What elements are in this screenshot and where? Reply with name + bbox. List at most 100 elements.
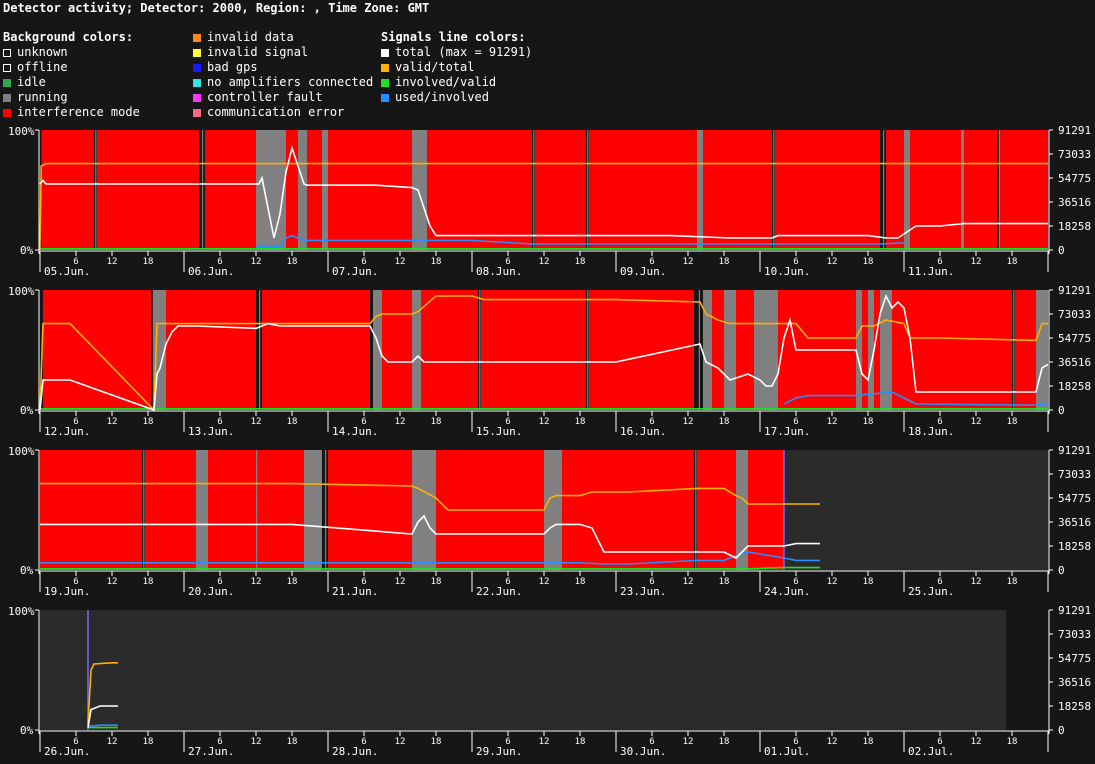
state-segment-running	[304, 450, 322, 570]
x-hour-label: 18	[575, 257, 586, 267]
state-segment-interference	[328, 450, 412, 570]
legend-swatch	[193, 48, 201, 57]
x-hour-label: 12	[395, 257, 406, 267]
x-hour-label: 6	[217, 737, 222, 747]
legend-label: used/involved	[395, 90, 489, 104]
x-hour-label: 18	[863, 577, 874, 587]
state-stripe	[773, 130, 775, 250]
state-stripe	[325, 450, 327, 570]
line-used-involved	[87, 724, 118, 728]
x-hour-label: 6	[649, 737, 654, 747]
state-segment-running	[412, 290, 421, 410]
line-valid-total	[39, 295, 1048, 412]
state-stripe	[256, 450, 258, 570]
x-hour-label: 6	[793, 257, 798, 267]
x-hour-label: 6	[505, 737, 510, 747]
state-segment-interference	[145, 450, 196, 570]
state-segment-interference	[748, 450, 784, 570]
x-hour-label: 12	[107, 577, 118, 587]
x-hour-label: 12	[107, 257, 118, 267]
state-stripe	[883, 130, 885, 250]
legend-label: idle	[17, 75, 46, 89]
legend-signal-colors: Signals line colors: total (max = 91291)…	[381, 30, 532, 105]
state-segment-empty	[784, 450, 1048, 570]
legend-swatch	[3, 63, 11, 72]
legend-label: running	[17, 90, 68, 104]
legend-label: communication error	[207, 105, 345, 119]
x-hour-label: 18	[719, 737, 730, 747]
state-segment-interference	[697, 450, 736, 570]
state-segment-interference	[712, 290, 724, 410]
state-segment-interference	[427, 130, 532, 250]
x-hour-label: 12	[251, 257, 262, 267]
x-hour-label: 18	[1007, 737, 1018, 747]
legend-label: invalid data	[207, 30, 294, 44]
legend-label: controller fault	[207, 90, 323, 104]
x-hour-label: 18	[143, 737, 154, 747]
state-segment-running	[412, 130, 427, 250]
legend-item-signal: valid/total	[381, 60, 532, 75]
state-segment-running	[196, 450, 208, 570]
state-segment-interference	[589, 130, 697, 250]
x-day-label: 02.Jul.	[908, 745, 954, 758]
legend-item-background: no amplifiers connected	[193, 75, 373, 90]
line-total	[39, 293, 1049, 412]
legend-swatch	[3, 93, 11, 102]
x-hour-label: 12	[539, 577, 550, 587]
x-day-label: 16.Jun.	[620, 425, 666, 438]
y-label-0: 0%	[20, 404, 34, 417]
x-hour-label: 12	[539, 257, 550, 267]
line-used-involved	[256, 234, 905, 248]
x-hour-label: 12	[251, 737, 262, 747]
x-day-label: 07.Jun.	[332, 265, 378, 278]
y-right-label: 0	[1058, 404, 1065, 417]
x-hour-label: 6	[649, 577, 654, 587]
line-used-involved	[783, 391, 1049, 407]
x-hour-label: 6	[649, 257, 654, 267]
page-title: Detector activity; Detector: 2000, Regio…	[3, 1, 430, 15]
state-segment-interference	[886, 130, 904, 250]
state-segment-interference	[421, 290, 478, 410]
y-right-label: 54775	[1058, 492, 1091, 505]
y-label-0: 0%	[20, 244, 34, 257]
y-right-label: 73033	[1058, 148, 1091, 161]
x-hour-label: 12	[827, 737, 838, 747]
state-segment-interference	[736, 290, 754, 410]
state-segment-interference	[205, 130, 256, 250]
x-hour-label: 12	[107, 737, 118, 747]
state-segment-interference	[862, 290, 868, 410]
state-segment-empty	[40, 610, 1006, 730]
y-right-label: 91291	[1058, 284, 1091, 297]
y-right-label: 73033	[1058, 308, 1091, 321]
x-day-label: 21.Jun.	[332, 585, 378, 598]
state-segment-interference	[562, 450, 580, 570]
line-valid-total	[87, 662, 118, 725]
x-hour-label: 6	[793, 737, 798, 747]
x-hour-label: 12	[683, 257, 694, 267]
x-day-label: 09.Jun.	[620, 265, 666, 278]
x-hour-label: 18	[287, 577, 298, 587]
x-hour-label: 18	[431, 577, 442, 587]
state-stripe	[587, 290, 589, 410]
y-right-label: 18258	[1058, 700, 1091, 713]
state-stripe	[413, 130, 415, 250]
state-segment-interference	[307, 130, 322, 250]
x-day-label: 19.Jun.	[44, 585, 90, 598]
line-valid-total	[39, 162, 1048, 251]
x-hour-label: 6	[937, 417, 942, 427]
state-segment-interference	[580, 450, 694, 570]
legend-swatch	[193, 33, 201, 42]
state-stripe	[698, 290, 700, 410]
state-segment-interference	[589, 290, 694, 410]
legend-item-background: idle	[3, 75, 140, 90]
state-segment-interference	[166, 290, 256, 410]
x-hour-label: 12	[827, 417, 838, 427]
state-stripe	[695, 450, 697, 570]
legend-swatch	[381, 78, 389, 87]
x-hour-label: 12	[395, 577, 406, 587]
x-hour-label: 12	[827, 577, 838, 587]
x-day-label: 27.Jun.	[188, 745, 234, 758]
y-right-label: 18258	[1058, 540, 1091, 553]
x-hour-label: 18	[863, 737, 874, 747]
state-segment-interference	[481, 290, 586, 410]
